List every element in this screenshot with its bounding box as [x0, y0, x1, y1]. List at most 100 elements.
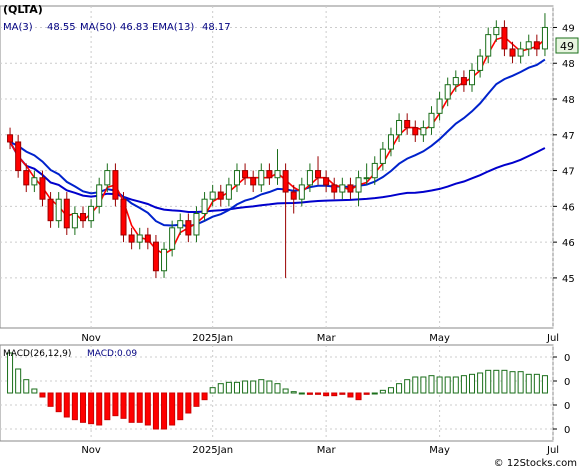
price-y-tick-label: 46	[562, 202, 575, 213]
candle	[501, 20, 508, 57]
candle-body	[185, 220, 192, 236]
candle	[468, 63, 476, 92]
macd-x-tick-label: Mar	[317, 445, 337, 456]
candle-body	[169, 227, 176, 250]
price-y-tick-label: 45	[562, 274, 575, 285]
macd-bar	[477, 372, 484, 394]
candle	[323, 170, 330, 193]
macd-x-tick-label: May	[429, 445, 450, 456]
macd-bar	[315, 392, 322, 395]
price-grid	[0, 6, 554, 328]
macd-bar	[104, 392, 111, 421]
candle-body	[501, 26, 508, 50]
candle	[533, 34, 540, 57]
candle	[509, 41, 516, 64]
macd-bar	[71, 392, 78, 421]
legend-ema13-value: 48.17	[202, 22, 231, 33]
macd-bar	[242, 380, 249, 394]
candle-body	[47, 198, 54, 222]
candle	[152, 234, 159, 278]
candle-body	[233, 170, 240, 186]
macd-bar	[485, 369, 492, 394]
macd-bar	[428, 375, 435, 394]
candle-body	[396, 119, 403, 136]
candle-body	[96, 184, 103, 207]
macd-y-tick-label: 0	[564, 401, 570, 412]
macd-bar	[144, 392, 151, 426]
candle	[112, 163, 119, 207]
candle	[266, 163, 273, 185]
candle	[144, 227, 151, 250]
candle	[47, 192, 54, 228]
macd-bar	[347, 392, 354, 398]
candle	[104, 163, 111, 193]
macd-bar	[225, 381, 232, 394]
macd-title: MACD(26,12,9)	[3, 349, 71, 359]
macd-x-tick-label: Nov	[81, 445, 101, 456]
macd-bar	[120, 392, 127, 419]
candle-body	[509, 48, 516, 57]
candle	[31, 170, 38, 193]
candle-body	[468, 69, 476, 86]
macd-bar	[169, 392, 176, 426]
candle-body	[201, 198, 208, 215]
candle	[525, 34, 532, 57]
macd-bar	[541, 375, 548, 394]
macd-bar	[79, 392, 87, 423]
candle-body	[428, 112, 435, 129]
macd-bar	[39, 392, 46, 398]
candle-body	[104, 170, 111, 186]
macd-bar	[517, 371, 524, 394]
candle	[193, 206, 200, 243]
candle-body	[152, 241, 159, 272]
macd-bar	[387, 387, 394, 394]
candle-body	[412, 127, 419, 136]
macd-bar	[420, 376, 427, 394]
candle-body	[533, 41, 540, 50]
candle-body	[460, 77, 467, 86]
watermark: © 12Stocks.com	[494, 458, 577, 469]
macd-bar	[193, 392, 200, 407]
last-price-label: 49	[560, 40, 574, 53]
price-x-tick-label: Jul	[546, 333, 559, 344]
candle-body	[120, 198, 127, 236]
price-y-tick-label: 48	[562, 95, 575, 106]
candle-body	[363, 177, 370, 180]
candle	[217, 184, 224, 207]
macd-bar	[339, 392, 346, 395]
candle-body	[258, 170, 265, 186]
macd-histogram	[7, 352, 548, 430]
candle	[493, 20, 500, 42]
price-y-tick-label: 47	[562, 167, 575, 178]
candle	[371, 156, 378, 185]
macd-bar	[55, 392, 62, 413]
candle-body	[88, 205, 95, 222]
macd-bar	[31, 388, 38, 394]
macd-bar	[63, 392, 70, 418]
candle-body	[209, 191, 216, 200]
candle-body	[15, 141, 22, 172]
candle	[177, 213, 184, 235]
candle-body	[452, 77, 459, 86]
symbol-title: (QLTA)	[3, 3, 43, 16]
candle	[298, 177, 305, 207]
candle	[225, 177, 232, 207]
candle	[452, 70, 459, 92]
macd-y-tick-label: 0	[564, 353, 570, 364]
legend-ma50-label: MA(50)	[80, 22, 116, 33]
macd-bar	[88, 392, 95, 425]
candle	[282, 163, 289, 278]
candle-body	[71, 213, 78, 229]
macd-bar	[436, 376, 443, 394]
candle	[15, 134, 22, 178]
candle	[315, 156, 322, 185]
macd-bar	[533, 373, 540, 394]
macd-bar	[274, 383, 281, 394]
macd-bar	[331, 392, 338, 397]
candle	[420, 120, 427, 142]
candle-body	[177, 220, 184, 229]
candle	[460, 70, 467, 92]
candle-body	[161, 248, 168, 272]
macd-y-tick-label: 0	[564, 377, 570, 388]
